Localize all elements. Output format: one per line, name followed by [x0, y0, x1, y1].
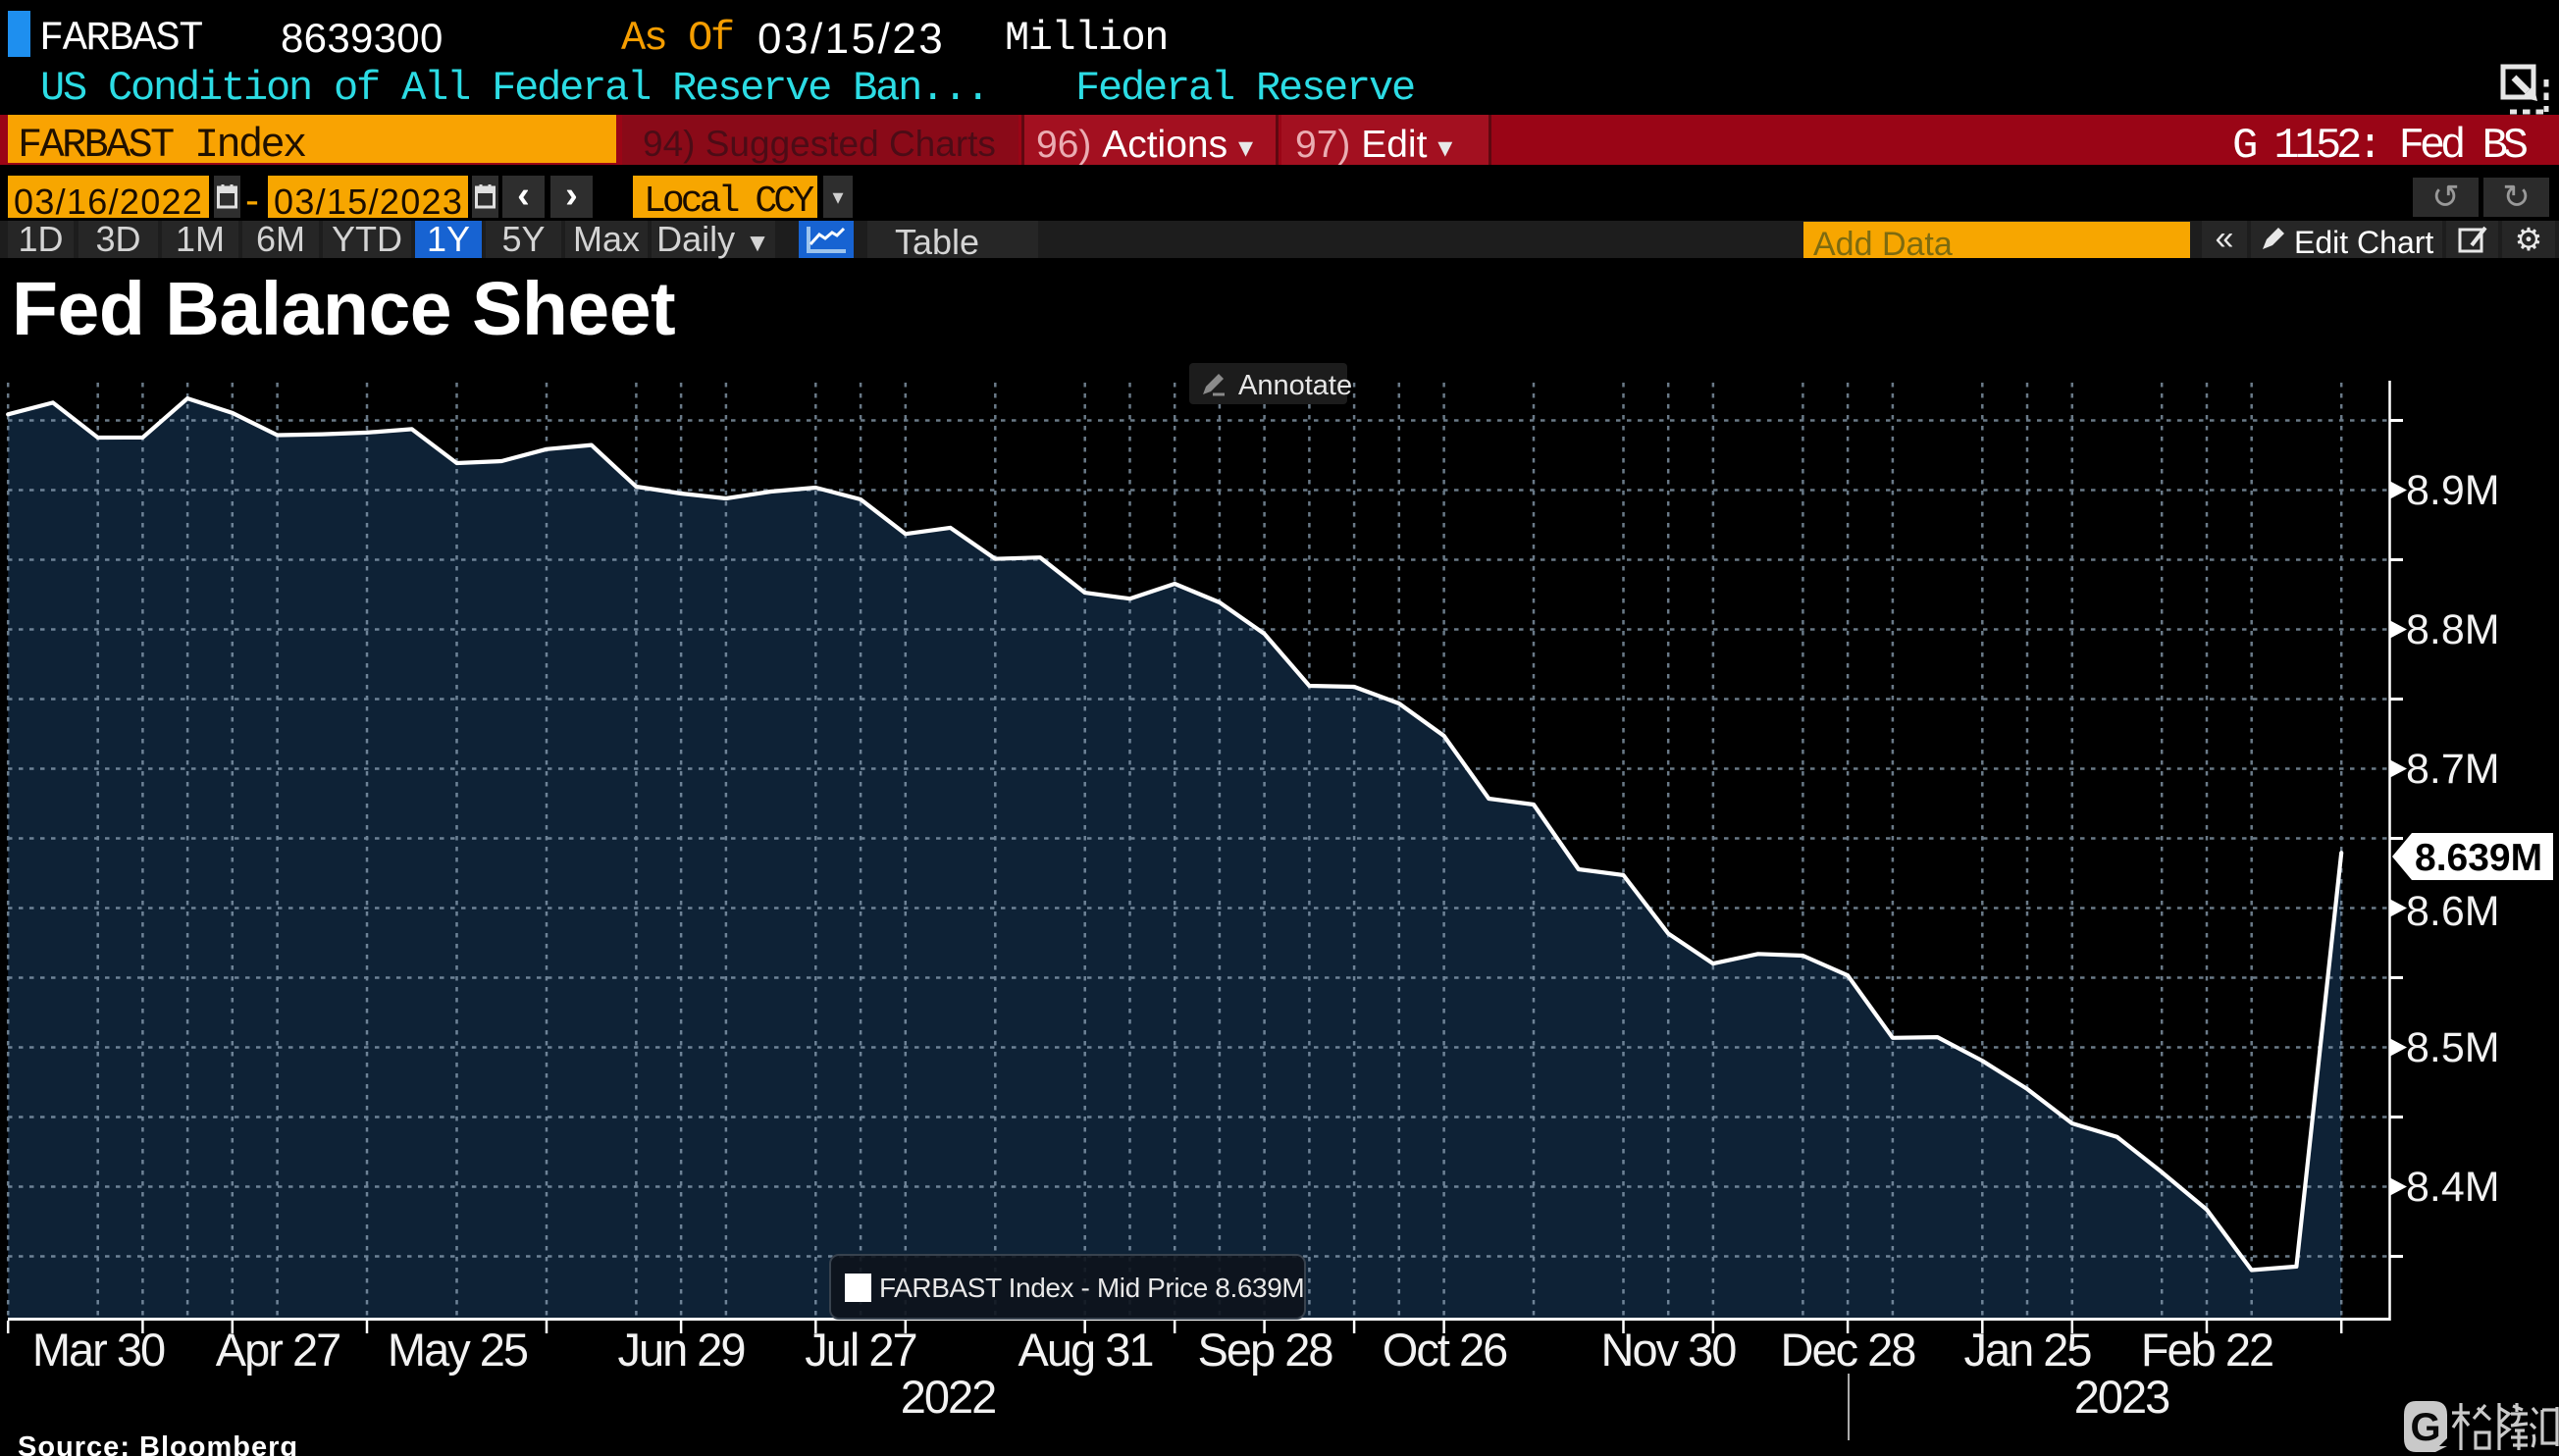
svg-text:Nov 30: Nov 30: [1601, 1324, 1737, 1376]
svg-text:Aug 31: Aug 31: [1018, 1324, 1153, 1376]
svg-text:8.6M: 8.6M: [2406, 888, 2500, 935]
svg-text:8.639M: 8.639M: [2415, 837, 2542, 879]
svg-text:Oct 26: Oct 26: [1383, 1324, 1507, 1376]
svg-text:8.9M: 8.9M: [2406, 467, 2500, 514]
svg-text:2022: 2022: [901, 1371, 996, 1423]
svg-text:Apr 27: Apr 27: [216, 1324, 339, 1376]
svg-text:Jan 25: Jan 25: [1963, 1324, 2091, 1376]
svg-text:8.5M: 8.5M: [2406, 1024, 2500, 1071]
svg-text:G: G: [2410, 1406, 2440, 1449]
svg-text:8.8M: 8.8M: [2406, 606, 2500, 653]
svg-text:Jun 29: Jun 29: [617, 1324, 744, 1376]
svg-text:8.4M: 8.4M: [2406, 1164, 2500, 1211]
svg-text:Mar 30: Mar 30: [32, 1324, 165, 1376]
svg-text:Sep 28: Sep 28: [1198, 1324, 1333, 1376]
svg-text:Jul 27: Jul 27: [805, 1324, 915, 1376]
svg-text:Source: Bloomberg: Source: Bloomberg: [18, 1431, 298, 1456]
svg-text:2023: 2023: [2074, 1371, 2169, 1423]
svg-text:Feb 22: Feb 22: [2141, 1324, 2272, 1376]
svg-text:Dec 28: Dec 28: [1781, 1324, 1916, 1376]
svg-text:May 25: May 25: [388, 1324, 528, 1376]
svg-text:8.7M: 8.7M: [2406, 746, 2500, 793]
